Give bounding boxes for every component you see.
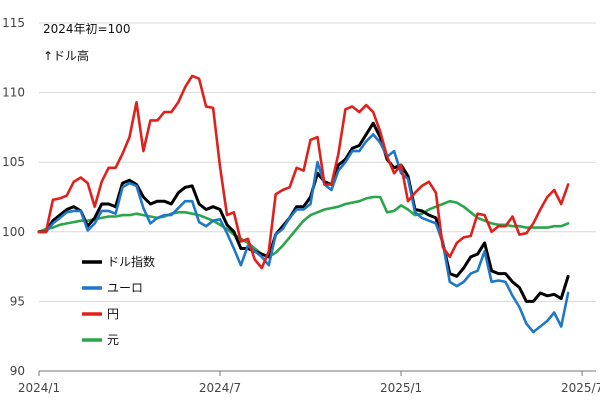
- y-tick-label: 100: [2, 225, 25, 239]
- y-tick-label: 115: [2, 16, 25, 30]
- x-tick-label: 2024/1: [18, 381, 60, 395]
- legend-label: ユーロ: [107, 281, 143, 295]
- legend-label: 元: [107, 333, 119, 347]
- x-tick-label: 2024/7: [199, 381, 241, 395]
- series-line-1: [37, 133, 570, 334]
- data-series: [37, 74, 570, 334]
- series-line-2: [37, 74, 570, 270]
- y-tick-label: 90: [10, 364, 25, 378]
- y-tick-label: 110: [2, 86, 25, 100]
- series-line-3: [37, 195, 570, 259]
- legend-label: 円: [107, 307, 119, 321]
- x-axis-tick-labels: 2024/1 2024/7 2025/1 2025/7: [18, 371, 600, 395]
- series-line-0: [37, 121, 570, 303]
- x-tick-label: 2025/7: [561, 381, 600, 395]
- y-axis-tick-labels: 90 95 100 105 110 115: [2, 16, 25, 378]
- legend-label: ドル指数: [107, 254, 155, 269]
- x-tick-label: 2025/1: [380, 381, 422, 395]
- y-tick-label: 95: [10, 294, 25, 308]
- y-tick-label: 105: [2, 155, 25, 169]
- base-annotation: 2024年初=100: [43, 22, 131, 36]
- direction-annotation: ↑ドル高: [43, 48, 89, 63]
